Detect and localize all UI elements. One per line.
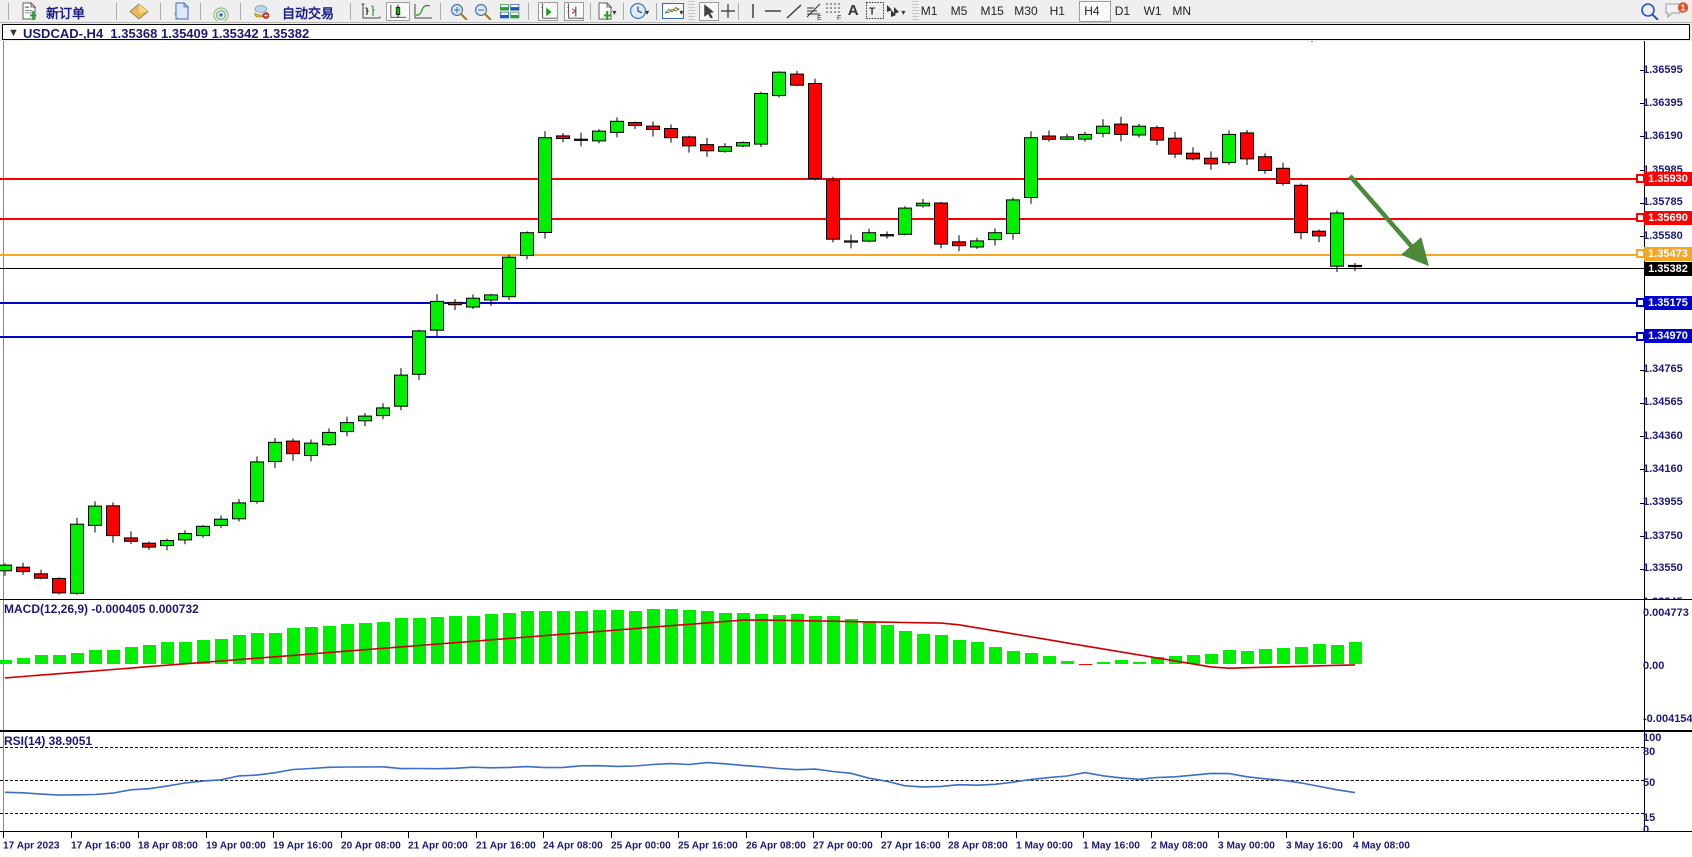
svg-text:E: E — [817, 15, 822, 21]
svg-text:1: 1 — [1681, 3, 1686, 13]
svg-text:T: T — [869, 7, 875, 18]
svg-text:F: F — [837, 15, 841, 21]
